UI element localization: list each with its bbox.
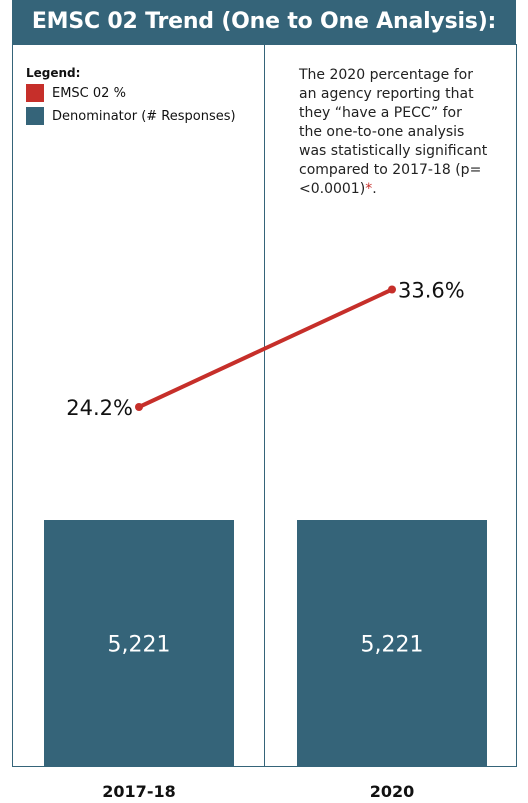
bar-denominator-2017-18 — [44, 520, 234, 767]
significance-marker: * — [365, 181, 373, 197]
panel-divider — [264, 44, 265, 767]
bar-denominator-2020 — [297, 520, 487, 767]
legend-swatch-denominator — [26, 107, 44, 125]
x-tick-label-2017-18: 2017-18 — [102, 782, 176, 801]
x-tick-label-2020: 2020 — [369, 782, 415, 801]
line-emsc02 — [137, 287, 394, 409]
line-point-2020 — [388, 285, 396, 294]
legend: Legend: EMSC 02 % Denominator (# Respons… — [26, 66, 236, 130]
legend-title: Legend: — [26, 66, 81, 80]
significance-note: The 2020 percentage for an agency report… — [299, 66, 489, 199]
chart-title: EMSC 02 Trend (One to One Analysis): — [12, 0, 516, 44]
legend-swatch-emsc02 — [26, 84, 44, 102]
bar-value-label-2017-18: 5,221 — [108, 633, 171, 658]
line-value-label-2017-18: 24.2% — [66, 396, 133, 420]
significance-note-suffix: . — [372, 181, 377, 197]
significance-note-text: The 2020 percentage for an agency report… — [299, 67, 488, 197]
legend-item-denominator: Denominator (# Responses) — [26, 107, 236, 125]
line-point-2017-18 — [135, 403, 143, 411]
line-value-label-2020: 33.6% — [398, 279, 465, 303]
legend-label-emsc02: EMSC 02 % — [52, 85, 126, 101]
legend-item-emsc02: EMSC 02 % — [26, 84, 236, 102]
bar-value-label-2020: 5,221 — [361, 633, 424, 658]
legend-label-denominator: Denominator (# Responses) — [52, 108, 236, 124]
